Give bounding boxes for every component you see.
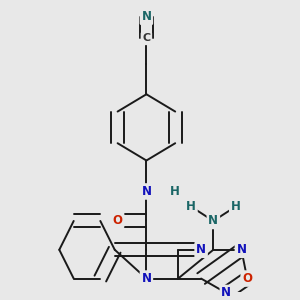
Text: H: H — [231, 200, 241, 213]
Text: N: N — [196, 243, 206, 256]
Text: H: H — [170, 185, 180, 198]
Text: N: N — [221, 286, 231, 299]
Text: O: O — [242, 272, 252, 285]
Text: N: N — [208, 214, 218, 227]
Text: H: H — [186, 200, 196, 213]
Text: C: C — [142, 34, 151, 44]
Text: N: N — [141, 272, 152, 285]
Text: N: N — [236, 243, 246, 256]
Text: N: N — [141, 185, 152, 198]
Text: O: O — [112, 214, 123, 227]
Text: N: N — [141, 11, 152, 23]
